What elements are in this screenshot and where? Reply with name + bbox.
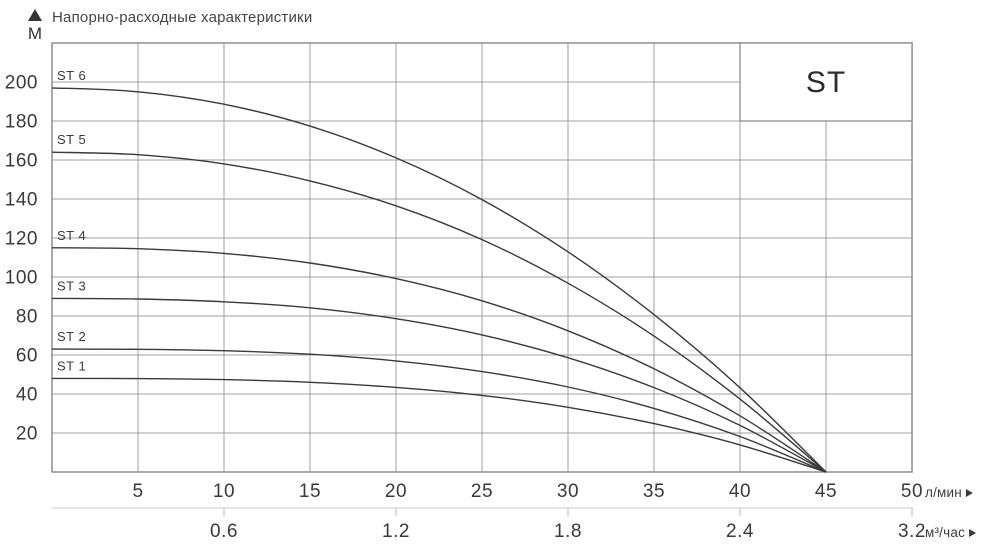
y-tick-label-180: 180 (5, 112, 38, 133)
x-axis-unit-label-arrow-icon (965, 489, 973, 497)
x-tick-label-50: 50 (901, 481, 923, 502)
x2-axis-unit-label-arrow-icon (969, 529, 977, 537)
curve-label-st-5: ST 5 (57, 132, 86, 147)
x-tick-label-20: 20 (385, 481, 407, 502)
x-tick-label-15: 15 (299, 481, 321, 502)
curve-st-3 (51, 297, 827, 473)
x2-tick-label-3.2: 3.2 (898, 521, 926, 542)
series-family-label: ST (806, 66, 846, 99)
x2-tick-label-0.6: 0.6 (210, 521, 238, 542)
curve-label-st-1: ST 1 (57, 358, 86, 373)
y-tick-label-40: 40 (16, 385, 38, 406)
chart-title: Напорно-расходные характеристики (52, 9, 313, 26)
curve-st-2 (51, 348, 827, 473)
y-axis-arrow-icon (28, 9, 42, 21)
x-tick-label-10: 10 (213, 481, 235, 502)
x-tick-label-40: 40 (729, 481, 751, 502)
x-tick-label-35: 35 (643, 481, 665, 502)
x2-tick-label-2.4: 2.4 (726, 521, 754, 542)
series-family-box (739, 42, 913, 122)
x-tick-label-5: 5 (132, 481, 143, 502)
curve-st-6 (51, 87, 827, 473)
x2-axis-unit-label: м³/час (925, 525, 965, 540)
x-tick-label-25: 25 (471, 481, 493, 502)
x-tick-label-30: 30 (557, 481, 579, 502)
curve-label-st-6: ST 6 (57, 68, 86, 83)
y-tick-label-100: 100 (5, 268, 38, 289)
y-tick-label-200: 200 (5, 73, 38, 94)
y-axis-marker: М (26, 9, 44, 42)
x-tick-label-45: 45 (815, 481, 837, 502)
x2-tick-label-1.8: 1.8 (554, 521, 582, 542)
curve-st-4 (51, 247, 827, 473)
y-tick-label-80: 80 (16, 307, 38, 328)
curve-label-st-4: ST 4 (57, 228, 86, 243)
x-axis-unit-label: л/мин (925, 485, 962, 500)
plot-border (51, 42, 913, 473)
curve-st-1 (51, 377, 827, 473)
curve-st-5 (51, 151, 827, 473)
y-tick-label-60: 60 (16, 346, 38, 367)
y-tick-label-20: 20 (16, 424, 38, 445)
curve-label-st-2: ST 2 (57, 329, 86, 344)
curve-label-st-3: ST 3 (57, 278, 86, 293)
y-tick-label-140: 140 (5, 190, 38, 211)
y-tick-label-160: 160 (5, 151, 38, 172)
y-axis-unit-label: М (27, 24, 43, 43)
x2-tick-label-1.2: 1.2 (382, 521, 410, 542)
y-tick-label-120: 120 (5, 229, 38, 250)
